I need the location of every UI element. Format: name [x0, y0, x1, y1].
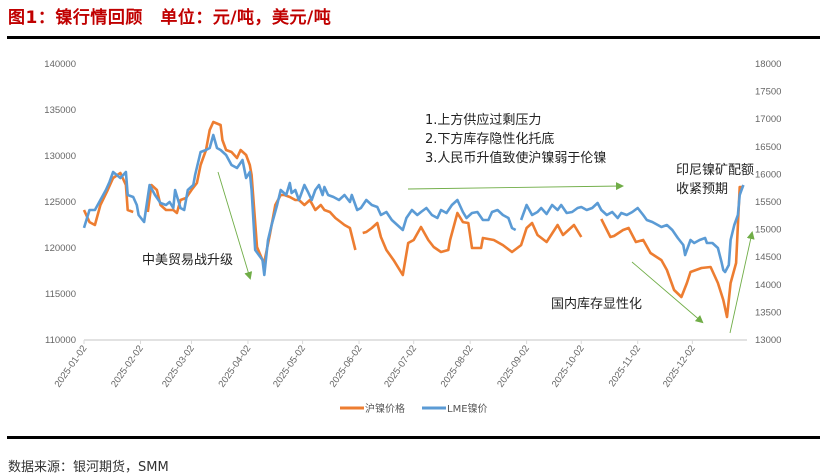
- annotation-arrow-drivers: [407, 182, 624, 191]
- y-left-tick-label: 125000: [44, 197, 76, 208]
- x-tick-label: 2025-02-02: [109, 343, 146, 389]
- legend-label: 沪镍价格: [365, 402, 405, 415]
- x-tick-label: 2025-09-02: [495, 343, 532, 389]
- shfe-nickel-line: [82, 120, 744, 319]
- y-right-tick-label: 13000: [755, 335, 781, 346]
- top-divider: [7, 36, 820, 39]
- y-left-tick-label: 120000: [44, 243, 76, 254]
- x-tick-label: 2025-06-02: [328, 343, 365, 389]
- y-right-tick-label: 16500: [755, 142, 781, 153]
- y-right-tick-label: 16000: [755, 169, 781, 180]
- annotation-drivers: 3.人民币升值致使沪镍弱于伦镍: [425, 150, 606, 166]
- annotation-drivers: 1.上方供应过剩压力: [425, 112, 541, 128]
- annotation-arrow-indonesia: [729, 231, 755, 334]
- annotation-inventory: 国内库存显性化: [551, 296, 642, 312]
- y-left-tick-label: 130000: [44, 151, 76, 162]
- y-left-tick-label: 135000: [44, 105, 76, 116]
- y-right-tick-label: 14500: [755, 252, 781, 263]
- annotation-trade-war: 中美贸易战升级: [142, 253, 233, 268]
- x-tick-label: 2025-04-02: [216, 343, 253, 389]
- y-left-tick-label: 115000: [45, 289, 76, 300]
- y-right-tick-label: 13500: [755, 307, 781, 318]
- x-tick-label: 2025-01-02: [53, 343, 90, 389]
- x-tick-label: 2025-11-02: [607, 343, 643, 389]
- y-right-tick-label: 17500: [755, 87, 781, 98]
- data-source: 数据来源：银河期货，SMM: [8, 460, 169, 475]
- annotation-arrow-inventory: [631, 261, 704, 324]
- y-right-tick-label: 15000: [755, 225, 781, 236]
- annotation-drivers: 2.下方库存隐性化托底: [425, 131, 554, 147]
- y-right-tick-label: 14000: [755, 280, 781, 291]
- x-tick-label: 2025-10-02: [550, 343, 587, 389]
- y-right-tick-label: 17000: [755, 114, 781, 125]
- bottom-divider: [7, 436, 820, 439]
- annotation-arrow-trade-war: [217, 171, 253, 280]
- y-left-tick-label: 110000: [45, 335, 76, 346]
- annotation-indonesia: 收紧预期: [676, 182, 728, 197]
- y-right-tick-label: 15500: [755, 197, 781, 208]
- x-tick-label: 2025-07-02: [382, 343, 419, 389]
- chart-title: 图1：镍行情回顾 单位：元/吨，美元/吨: [8, 8, 332, 28]
- y-left-tick-label: 140000: [44, 59, 76, 70]
- lme-nickel-line: [82, 133, 745, 277]
- y-right-tick-label: 18000: [755, 59, 781, 70]
- x-tick-label: 2025-05-02: [271, 343, 308, 389]
- annotation-indonesia: 印尼镍矿配额: [676, 163, 754, 178]
- x-tick-label: 2025-03-02: [160, 343, 197, 389]
- x-tick-label: 2025-08-02: [439, 343, 476, 389]
- x-tick-label: 2025-12-02: [661, 343, 698, 389]
- legend-label: LME镍价: [447, 402, 488, 415]
